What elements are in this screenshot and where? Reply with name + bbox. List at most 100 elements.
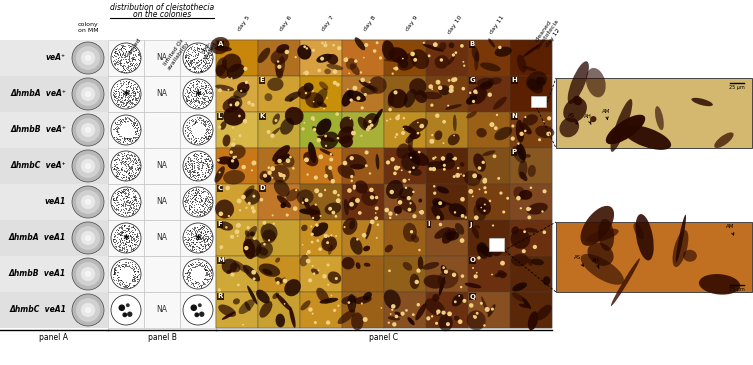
Circle shape: [541, 210, 544, 213]
Point: [198, 237, 210, 243]
Point: [124, 97, 136, 103]
Circle shape: [235, 103, 239, 107]
Point: [121, 64, 133, 70]
Circle shape: [527, 215, 531, 219]
Point: [202, 135, 214, 141]
Point: [120, 97, 133, 103]
Point: [120, 53, 133, 58]
Point: [117, 186, 129, 192]
Point: [130, 130, 142, 136]
Point: [182, 237, 194, 243]
Point: [130, 47, 142, 53]
Point: [133, 162, 145, 168]
Point: [203, 132, 215, 138]
Circle shape: [236, 223, 241, 228]
Point: [203, 63, 215, 69]
Point: [182, 133, 194, 139]
Point: [130, 234, 142, 239]
Point: [115, 94, 127, 100]
Point: [200, 64, 212, 69]
Circle shape: [319, 154, 323, 159]
Point: [179, 194, 191, 200]
Point: [188, 152, 200, 158]
Point: [198, 233, 210, 238]
Point: [109, 94, 121, 100]
Point: [117, 91, 130, 97]
Point: [111, 207, 123, 212]
Ellipse shape: [363, 113, 379, 130]
Ellipse shape: [438, 42, 447, 51]
Point: [187, 192, 200, 198]
Ellipse shape: [303, 82, 313, 92]
Ellipse shape: [346, 58, 357, 70]
Point: [124, 47, 136, 53]
Point: [202, 95, 214, 101]
Point: [185, 160, 197, 166]
Point: [187, 120, 200, 126]
Circle shape: [417, 122, 419, 123]
Circle shape: [543, 121, 544, 123]
Circle shape: [431, 88, 433, 90]
Circle shape: [369, 81, 370, 83]
Point: [201, 201, 213, 207]
Circle shape: [343, 161, 347, 165]
Point: [193, 244, 205, 250]
Point: [108, 164, 120, 169]
Point: [120, 197, 133, 203]
Point: [195, 260, 207, 265]
Point: [199, 99, 211, 105]
Point: [115, 230, 127, 236]
Point: [203, 55, 215, 61]
Circle shape: [81, 303, 95, 317]
Point: [186, 166, 198, 172]
Circle shape: [183, 43, 213, 73]
Point: [187, 117, 199, 123]
Circle shape: [492, 154, 496, 158]
Point: [125, 152, 137, 158]
Point: [202, 169, 214, 174]
Point: [110, 88, 122, 94]
Point: [183, 202, 195, 208]
Point: [116, 95, 128, 101]
Point: [184, 44, 197, 50]
Point: [201, 270, 213, 276]
Point: [203, 234, 215, 240]
Point: [123, 281, 135, 287]
Point: [118, 159, 130, 165]
Point: [123, 200, 135, 206]
Ellipse shape: [480, 62, 501, 72]
Point: [116, 116, 128, 122]
Point: [127, 155, 139, 161]
Point: [186, 192, 198, 198]
Point: [117, 135, 130, 141]
Circle shape: [352, 185, 356, 188]
Point: [185, 234, 197, 240]
Point: [114, 58, 126, 64]
Point: [194, 204, 206, 210]
Point: [110, 161, 122, 167]
Point: [191, 95, 203, 100]
Point: [130, 206, 142, 212]
Point: [194, 42, 206, 48]
Point: [111, 240, 123, 246]
Point: [133, 272, 145, 277]
Point: [200, 233, 212, 239]
Circle shape: [419, 151, 421, 153]
Point: [121, 87, 133, 93]
Point: [198, 238, 210, 244]
Bar: [216, 292, 258, 328]
Point: [193, 233, 205, 239]
Point: [112, 278, 124, 284]
Point: [129, 61, 141, 67]
Point: [118, 244, 130, 250]
Point: [200, 196, 212, 202]
Point: [194, 155, 206, 161]
Point: [181, 165, 193, 171]
Text: day 5: day 5: [237, 15, 252, 32]
Point: [197, 50, 209, 56]
Point: [114, 51, 126, 57]
Point: [111, 121, 123, 127]
Point: [181, 270, 193, 276]
Point: [119, 159, 131, 165]
Ellipse shape: [407, 118, 428, 134]
